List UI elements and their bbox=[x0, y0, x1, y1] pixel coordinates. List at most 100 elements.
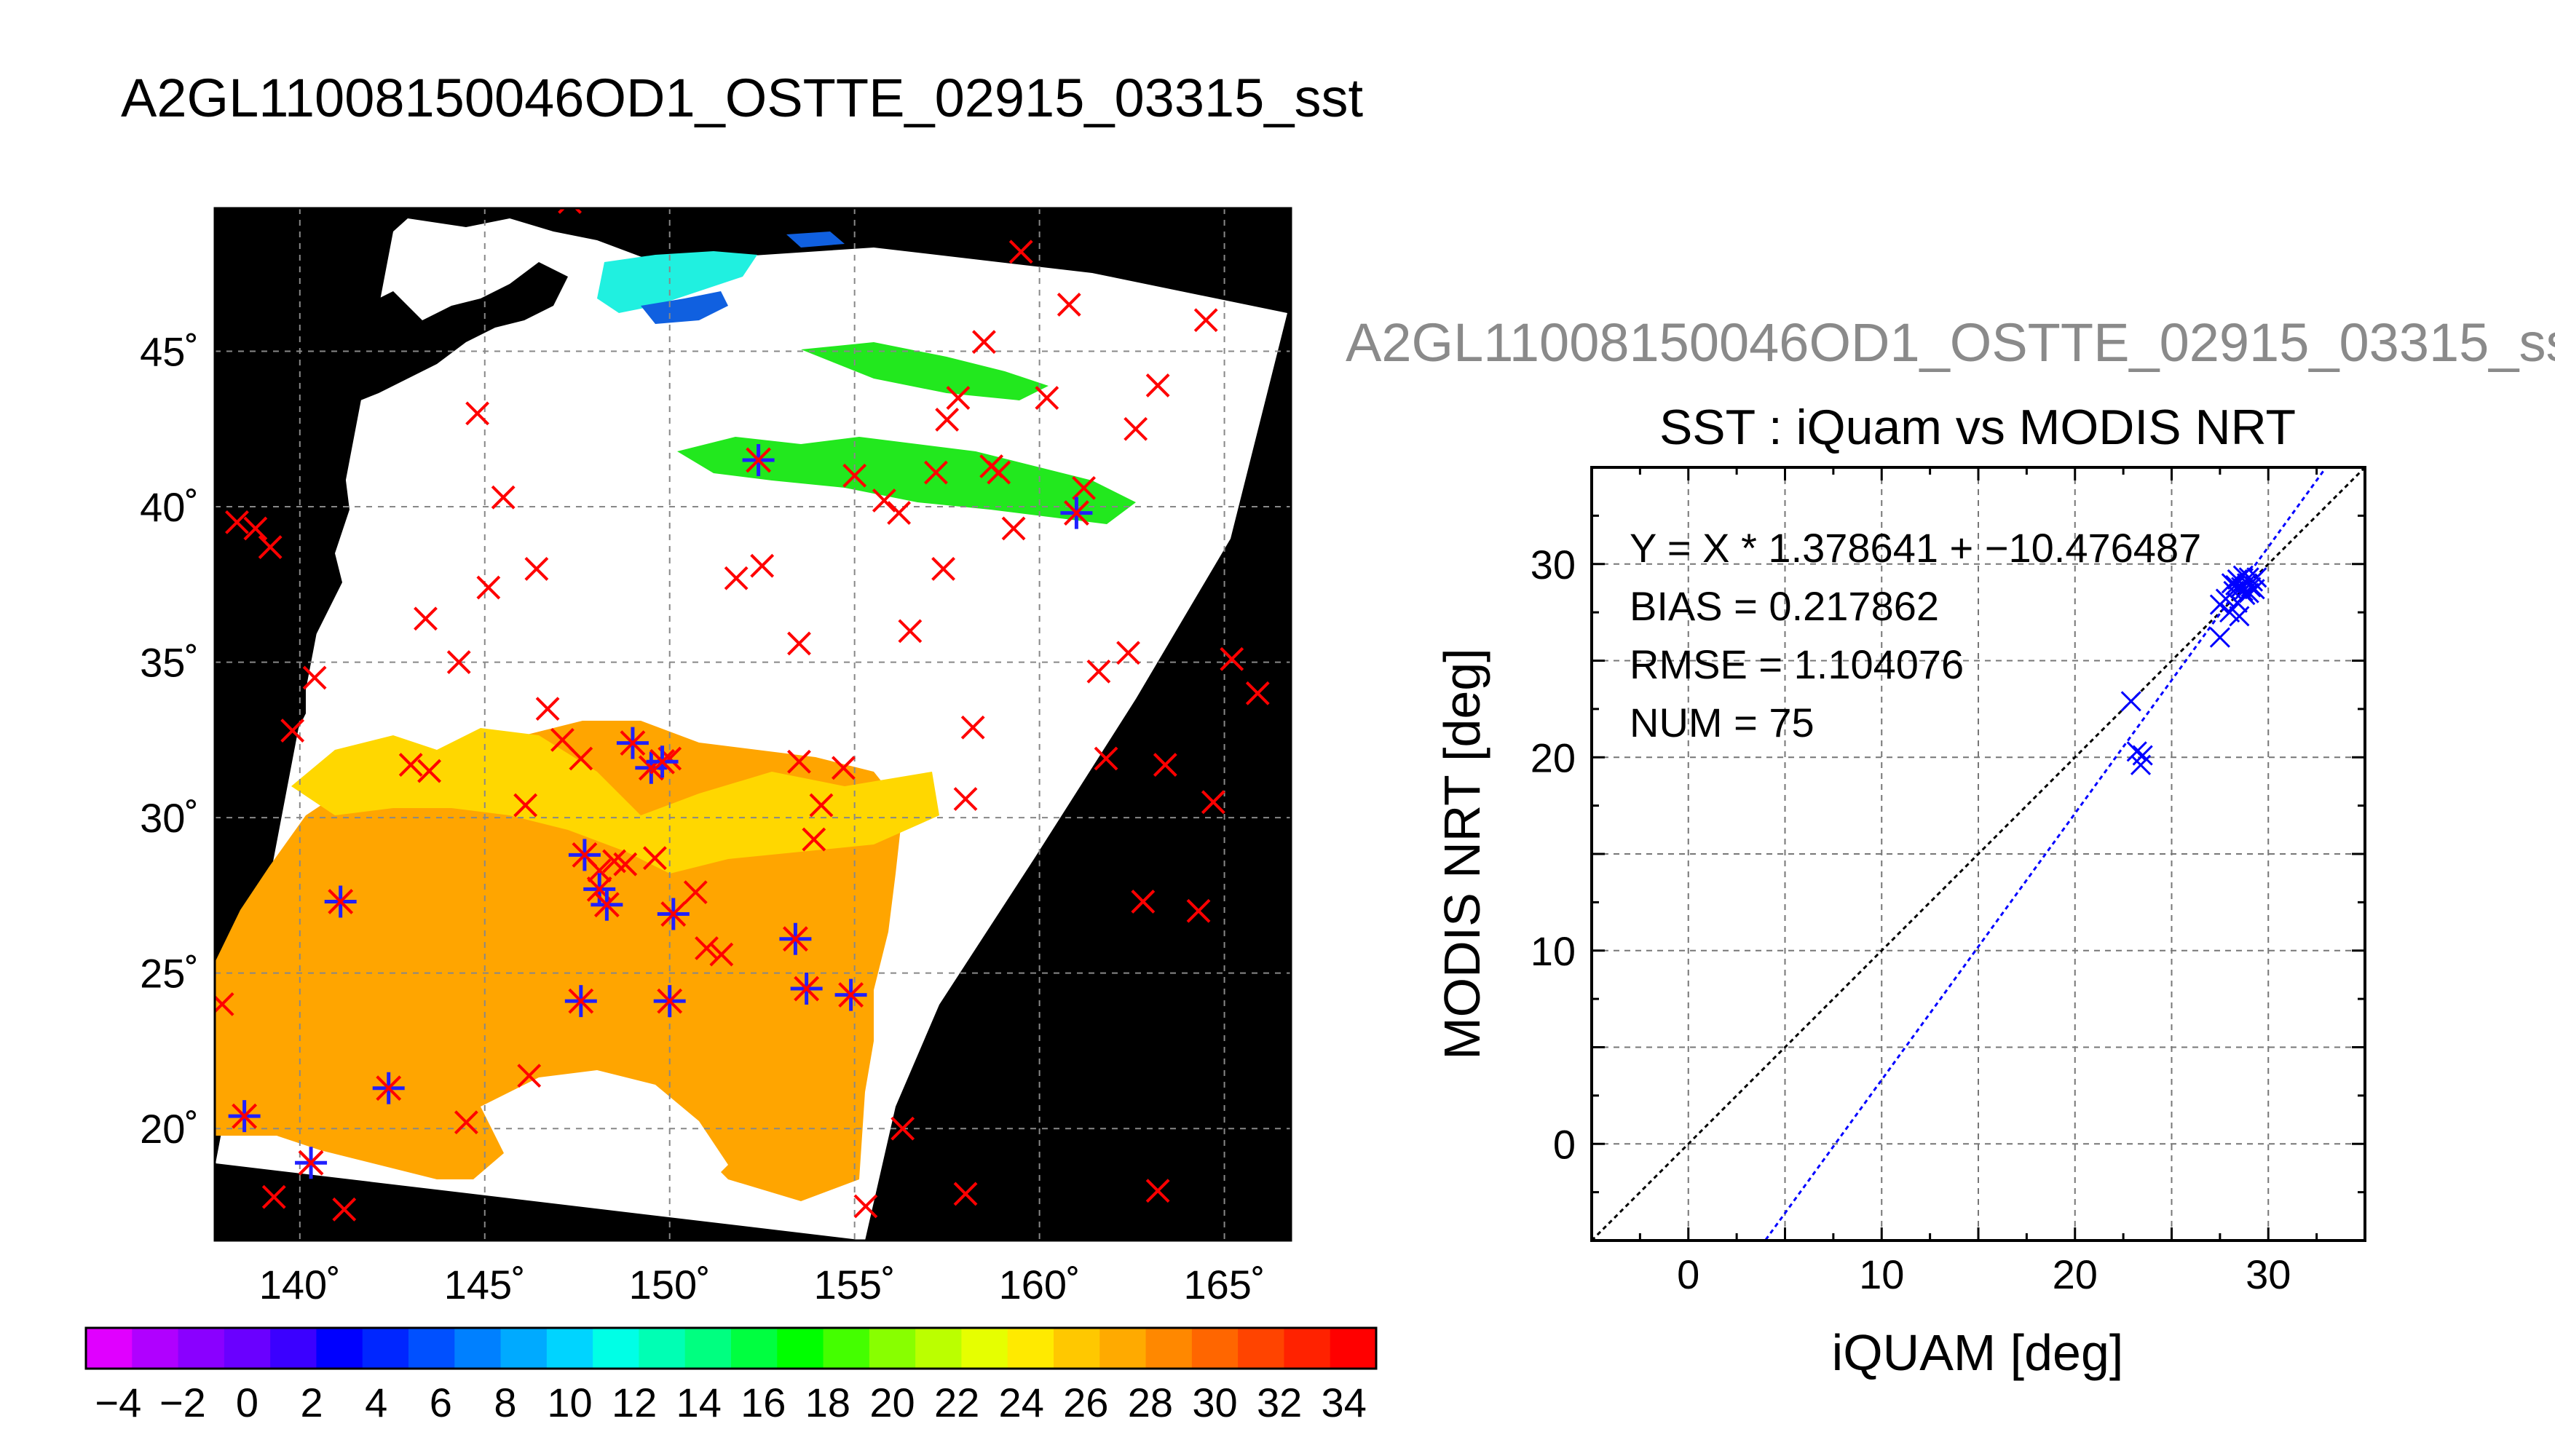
latitude-label: 20˚ bbox=[140, 1106, 199, 1152]
red-matchup-marker bbox=[642, 846, 667, 871]
colorbar-tick-label: 14 bbox=[676, 1380, 722, 1425]
map-border bbox=[213, 207, 1292, 1242]
blue-sst-region-top bbox=[786, 232, 845, 248]
colorbar-cell bbox=[684, 1328, 732, 1369]
red-matchup-marker bbox=[787, 631, 811, 656]
blue-matchup-markers bbox=[228, 443, 1093, 1179]
identity-line bbox=[1592, 467, 2365, 1241]
blue-matchup-marker bbox=[564, 985, 597, 1018]
red-matchup-marker bbox=[1201, 790, 1225, 815]
colorbar-tick-label: 10 bbox=[547, 1380, 592, 1425]
green-sst-region bbox=[677, 437, 1136, 524]
scatter-point bbox=[2229, 606, 2250, 627]
latitude-label: 45˚ bbox=[140, 328, 199, 374]
colorbar-tick-label: 2 bbox=[301, 1380, 323, 1425]
colorbar-tick-label: 26 bbox=[1063, 1380, 1108, 1425]
red-matchup-marker bbox=[1186, 898, 1211, 923]
green-sst-region-north bbox=[801, 342, 1049, 400]
scatter-axis-ticks: 0 10 20 30 0 10 20 30 bbox=[1531, 466, 2366, 1297]
red-matchup-marker bbox=[887, 501, 912, 525]
main-title: A2GL11008150046OD1_OSTTE_02915_03315_sst bbox=[121, 68, 1364, 128]
red-matchup-marker bbox=[750, 553, 775, 578]
y-axis-label: MODIS NRT [deg] bbox=[1434, 648, 1490, 1059]
x-axis-label: iQUAM [deg] bbox=[1832, 1324, 2124, 1381]
red-matchup-marker bbox=[1008, 240, 1033, 264]
colorbar-tick-label: 18 bbox=[805, 1380, 850, 1425]
red-matchup-marker bbox=[454, 1110, 478, 1135]
red-matchup-marker bbox=[261, 1184, 286, 1209]
colorbar-tick-label: 0 bbox=[236, 1380, 258, 1425]
colorbar-tick-label: −4 bbox=[95, 1380, 141, 1425]
colorbar-cell bbox=[1330, 1328, 1377, 1369]
colorbar-cell bbox=[454, 1328, 502, 1369]
colorbar-tick-label: 22 bbox=[934, 1380, 979, 1425]
red-matchup-marker bbox=[1094, 746, 1118, 771]
red-matchup-marker bbox=[891, 1116, 915, 1141]
stats-annotation: Y = X * 1.378641 + −10.476487 bbox=[1630, 525, 2201, 571]
colorbar-cell bbox=[915, 1328, 962, 1369]
red-matchup-marker bbox=[695, 936, 719, 960]
red-matchup-marker bbox=[1145, 1179, 1170, 1203]
colorbar-cell bbox=[178, 1328, 225, 1369]
stats-annotation: RMSE = 1.104076 bbox=[1630, 641, 1964, 687]
red-matchup-marker bbox=[302, 665, 327, 690]
blue-matchup-marker bbox=[779, 922, 812, 955]
colorbar-cell bbox=[639, 1328, 686, 1369]
stats-annotations: Y = X * 1.378641 + −10.476487 BIAS = 0.21… bbox=[1630, 525, 2201, 745]
colorbar-cell bbox=[869, 1328, 916, 1369]
colorbar-border bbox=[84, 1326, 1378, 1370]
colorbar-cell bbox=[362, 1328, 409, 1369]
colorbar-cell bbox=[961, 1328, 1008, 1369]
cyan-sst-region bbox=[597, 251, 757, 313]
colorbar-tick-label: 32 bbox=[1257, 1380, 1302, 1425]
right-panel-title: A2GL11008150046OD1_OSTTE_02915_03315_sst bbox=[1346, 312, 2555, 373]
latitude-label: 35˚ bbox=[140, 640, 199, 686]
y-tick-label: 20 bbox=[1531, 735, 1576, 780]
red-matchup-marker bbox=[550, 727, 574, 752]
red-matchup-marker bbox=[787, 749, 811, 774]
colorbar-cell bbox=[777, 1328, 824, 1369]
red-matchup-marker bbox=[960, 715, 985, 740]
colorbar-tick-label: 30 bbox=[1192, 1380, 1237, 1425]
colorbar-cell bbox=[1145, 1328, 1193, 1369]
colorbar-cell bbox=[1007, 1328, 1054, 1369]
colorbar-cell bbox=[316, 1328, 363, 1369]
scatter-point bbox=[2221, 573, 2242, 594]
red-matchup-marker bbox=[513, 793, 538, 818]
red-matchup-marker bbox=[842, 463, 867, 488]
scatter-point bbox=[2132, 745, 2153, 766]
red-matchup-marker bbox=[465, 401, 490, 426]
japan-coast-land bbox=[216, 262, 568, 961]
blue-matchup-marker bbox=[653, 985, 686, 1018]
red-matchup-marker bbox=[1145, 373, 1170, 397]
blue-matchup-marker bbox=[834, 978, 867, 1011]
blue-matchup-marker bbox=[591, 888, 623, 921]
sst-map: 140˚ 145˚ 150˚ 155˚ 160˚ 165˚ 20˚ 25˚ 30˚ 35˚ 40˚… bbox=[140, 207, 1292, 1307]
red-matchup-marker bbox=[972, 330, 996, 355]
blue-matchup-marker bbox=[228, 1100, 261, 1133]
red-matchup-marker bbox=[1193, 308, 1218, 333]
red-matchup-marker bbox=[953, 1182, 978, 1206]
red-matchup-marker bbox=[1131, 890, 1156, 914]
colorbar-cell bbox=[731, 1328, 778, 1369]
blue-matchup-marker bbox=[646, 745, 679, 778]
red-matchup-marker bbox=[524, 557, 549, 581]
colorbar-tick-label: −2 bbox=[159, 1380, 206, 1425]
latitude-label: 25˚ bbox=[140, 951, 199, 997]
colorbar-cell bbox=[270, 1328, 317, 1369]
blue-matchup-marker bbox=[568, 839, 601, 871]
red-matchup-marker bbox=[243, 516, 268, 541]
colorbar-tick-label: 24 bbox=[999, 1380, 1044, 1425]
blue-matchup-marker bbox=[372, 1072, 405, 1104]
red-matchup-marker bbox=[802, 827, 826, 852]
red-matchup-marker bbox=[872, 488, 896, 513]
colorbar-cell bbox=[546, 1328, 593, 1369]
red-matchup-marker bbox=[1035, 386, 1059, 410]
colorbar-cell bbox=[224, 1328, 271, 1369]
latitude-label: 40˚ bbox=[140, 484, 199, 530]
colorbar-tick-label: 6 bbox=[430, 1380, 452, 1425]
colorbar-cell bbox=[1054, 1328, 1100, 1369]
red-matchup-marker bbox=[1153, 753, 1177, 777]
red-matchup-marker bbox=[476, 575, 501, 600]
